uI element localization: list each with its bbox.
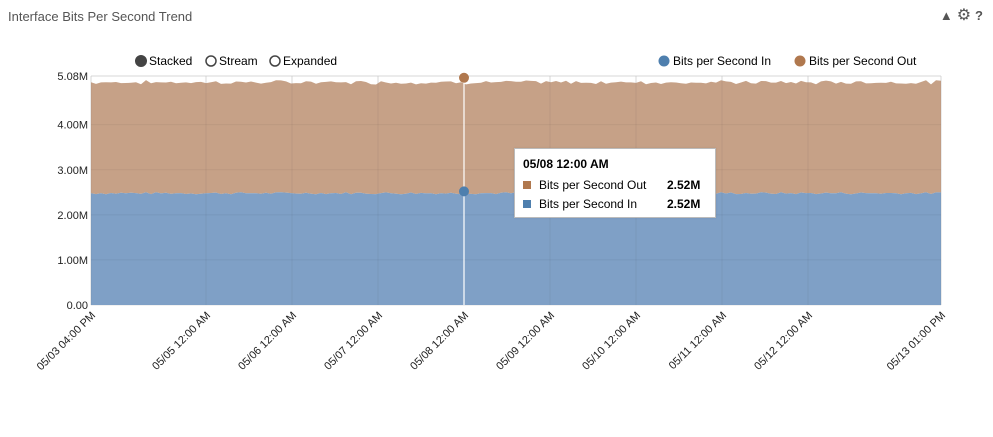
marker-bits-out [459,72,469,83]
x-tick-label: 05/13 01:00 PM [885,310,948,373]
tooltip-row-in: Bits per Second In 2.52M [523,194,707,213]
legend-out[interactable]: Bits per Second Out [794,54,918,68]
y-tick-label: 5.08M [57,71,88,83]
tooltip-value-out: 2.52M [667,177,701,192]
y-tick-label: 3.00M [57,165,88,177]
view-toggle-expanded[interactable]: Expanded [269,54,337,68]
triangle-up-icon[interactable]: ▲ [939,8,953,23]
radio-expanded[interactable] [269,55,281,67]
view-toggle-stacked[interactable]: Stacked [135,54,193,68]
x-tick-label: 05/07 12:00 AM [322,310,385,373]
area-bits-out [91,80,941,195]
x-tick-label: 05/08 12:00 AM [408,310,471,373]
x-tick-label: 05/06 12:00 AM [236,310,299,373]
x-tick-label: 05/05 12:00 AM [150,310,213,373]
gear-icon[interactable]: ⚙ [956,7,972,24]
x-tick-label: 05/10 12:00 AM [580,310,643,373]
tooltip-date: 05/08 12:00 AM [523,157,609,171]
hover-guide [459,72,469,305]
y-axis: 0.00 1.00M 2.00M 3.00M 4.00M 5.08M [57,71,88,312]
x-tick-label: 05/11 12:00 AM [667,310,729,372]
legend-in-label: Bits per Second In [673,54,771,68]
x-tick-label: 05/03 04:00 PM [35,310,98,373]
x-axis: 05/03 04:00 PM 05/05 12:00 AM 05/06 12:00 … [35,310,948,373]
legend-out-label: Bits per Second Out [809,54,917,68]
label-stream: Stream [219,54,258,68]
radio-stream[interactable] [205,55,217,67]
y-tick-label: 2.00M [57,210,88,222]
x-tick-label: 05/12 12:00 AM [752,310,815,373]
marker-bits-in [459,186,469,197]
legend-in[interactable]: Bits per Second In [658,54,772,68]
question-icon[interactable]: ? [975,8,983,23]
label-stacked: Stacked [149,54,192,68]
label-expanded: Expanded [283,54,337,68]
tooltip-swatch-in [523,199,531,208]
y-tick-label: 4.00M [57,120,88,132]
plot-areas [90,75,942,305]
view-toggle-stream[interactable]: Stream [205,54,258,68]
y-tick-label: 0.00 [67,300,88,312]
panel-tools: ▲ ⚙ ? [940,8,983,24]
tooltip-value-in: 2.52M [667,196,701,211]
x-tick-label: 05/09 12:00 AM [494,310,557,373]
legend-in-swatch [658,55,670,67]
y-tick-label: 1.00M [57,255,88,267]
area-bits-in [91,192,941,305]
tooltip-row-out: Bits per Second Out 2.52M [523,175,707,194]
tooltip-swatch-out [523,180,531,189]
tooltip-name-in: Bits per Second In [539,196,638,211]
radio-stacked[interactable] [135,55,147,67]
legend-out-swatch [794,55,806,67]
tooltip-name-out: Bits per Second Out [539,177,647,192]
panel-title: Interface Bits Per Second Trend [8,9,193,24]
tooltip: 05/08 12:00 AM Bits per Second Out 2.52M… [514,148,716,218]
